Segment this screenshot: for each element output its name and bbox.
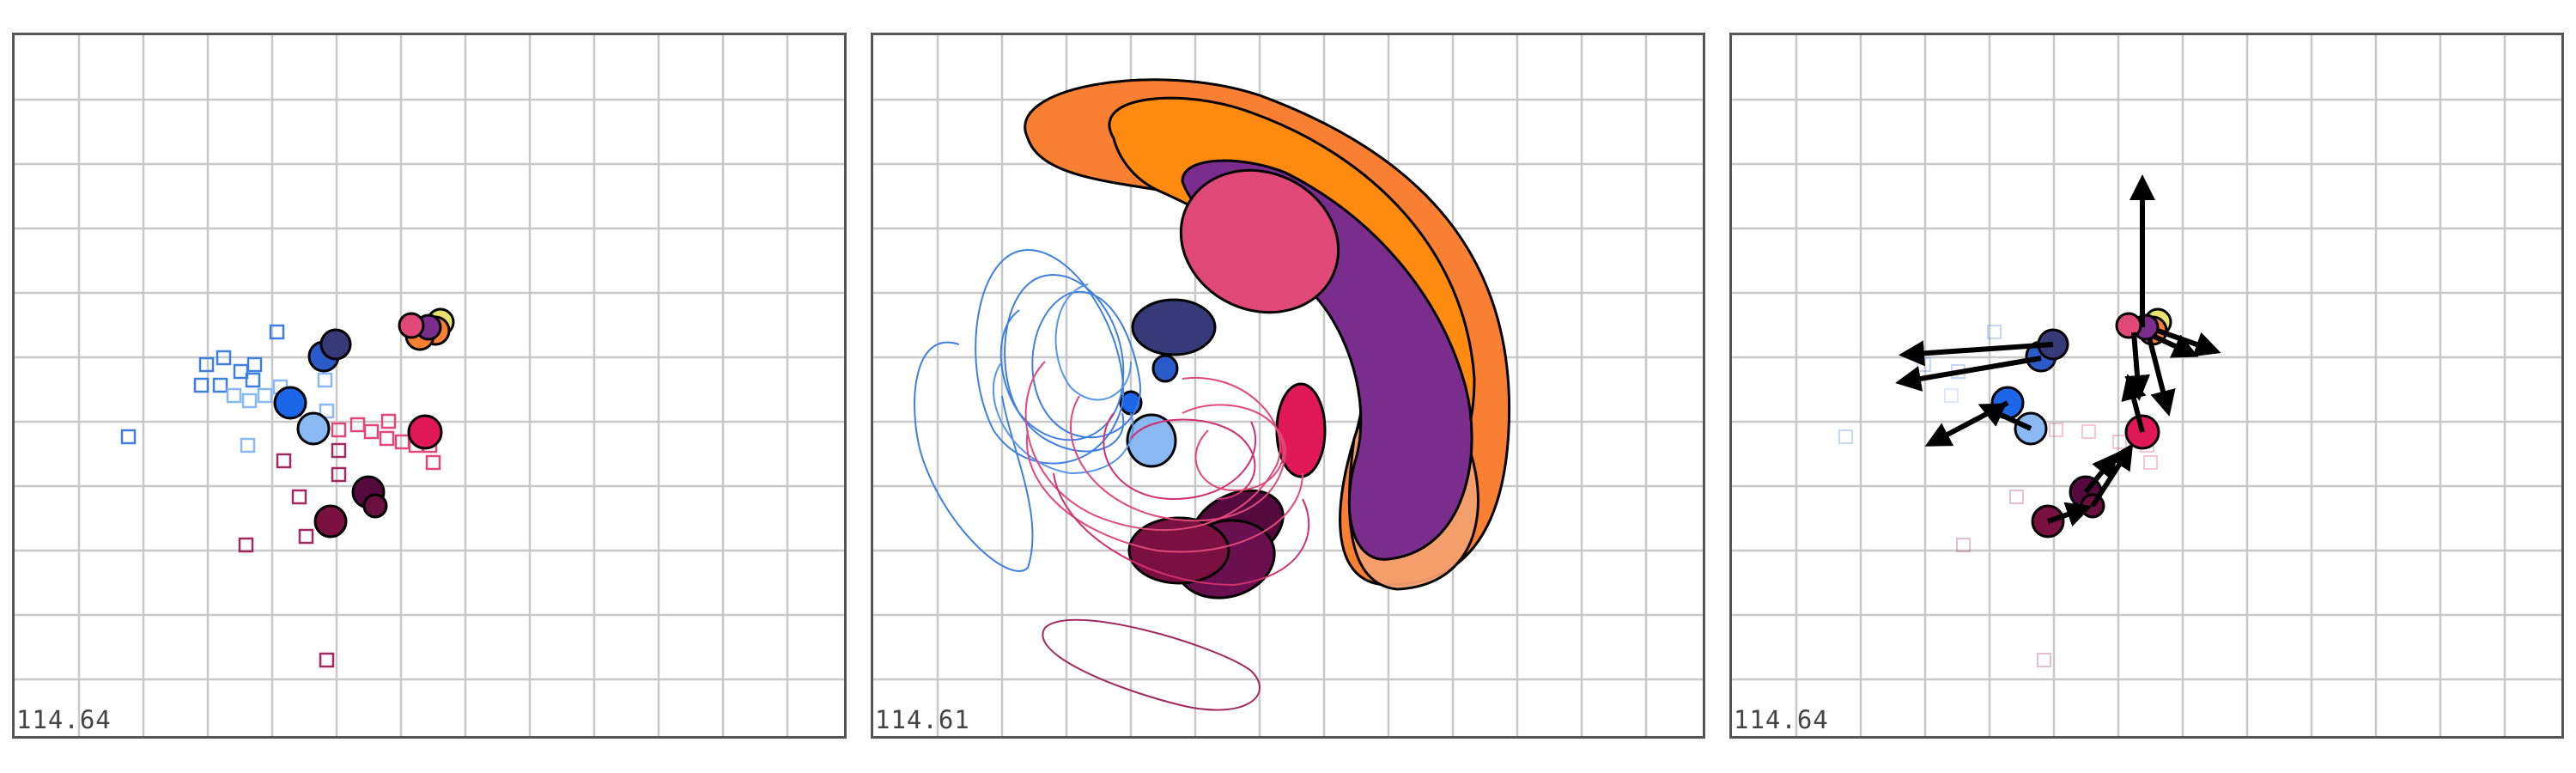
scatter-canvas [15,35,844,736]
trajectory-loop [1054,283,1132,401]
square-marker [331,422,347,438]
square-marker [379,430,395,447]
ellipse-blob [1126,413,1177,468]
square-marker [1917,357,1931,372]
readout-value: 114.61 [875,705,970,734]
square-marker [2049,423,2063,437]
square-marker [349,417,366,433]
circle-marker [362,493,388,519]
readout-value: 114.64 [1734,705,1829,734]
square-marker [425,454,441,471]
arrow [1895,356,2042,392]
ellipse-blob [1127,516,1230,585]
square-marker [380,413,397,429]
square-marker [216,350,232,366]
square-marker [276,453,292,469]
arrows [1895,174,2221,527]
square-marker [212,377,228,393]
arrow [2047,502,2093,527]
square-marker [240,437,256,453]
trajectory-loop [1031,290,1141,439]
square-markers [120,324,441,668]
trajectory-loop [1070,395,1287,522]
square-marker [269,324,285,340]
trajectory-loop [1194,429,1285,492]
square-marker [1956,538,1971,552]
arrow [1924,400,2009,447]
square-marker [2037,653,2051,667]
square-marker [226,387,242,404]
arrow [2151,333,2199,358]
blob-shapes [1024,78,1511,600]
square-marker [2143,455,2158,470]
trajectory-loop [1053,472,1310,587]
circle-marker [398,312,425,339]
circle-marker [319,328,352,361]
panel-arrow-vectors: 114.64 [1729,33,2564,739]
square-marker [319,652,335,668]
panel-blob-shapes: 114.61 [871,33,1705,739]
square-marker [198,356,215,373]
circle-markers [1990,307,2172,539]
ellipse-blob [1179,168,1340,314]
trajectory-loop [999,309,1125,453]
trajectory-loop [1004,274,1125,441]
square-marker [319,403,335,419]
square-marker [2081,424,2096,439]
grid-lines [1732,35,2561,736]
trajectory-loop [993,361,1134,475]
square-marker [331,466,347,483]
square-marker [193,377,210,393]
trajectory-loops [914,248,1310,711]
square-marker [246,356,263,373]
square-marker [331,442,347,459]
circle-marker [273,386,307,420]
arrow [2121,374,2147,433]
trajectory-loop [1042,618,1261,711]
circle-marker [2115,312,2142,339]
arrow [1899,340,2054,367]
square-marker [1838,429,1853,444]
square-marker [245,372,261,388]
ellipse-blob [1151,354,1179,383]
trajectory-loop [1024,361,1281,532]
square-marker [238,537,254,553]
square-marker [2112,435,2127,449]
square-marker [363,423,380,440]
square-marker [2009,490,2024,504]
trajectory-loop [975,248,1125,465]
square-marker [1987,325,2002,339]
ellipse-blob [1131,298,1217,356]
readout-value: 114.64 [16,705,112,734]
arrow [2147,337,2176,417]
arrow [2124,332,2151,401]
circle-marker [313,504,348,539]
square-marker [394,434,410,450]
arrow [2083,452,2118,494]
square-marker [298,528,314,545]
square-marker [317,372,333,388]
panel-scatter-markers: 114.64 [12,33,847,739]
trajectory-loop [1025,429,1303,553]
square-marker [120,429,137,445]
square-marker [257,387,273,404]
ellipse-blob [1181,159,1473,561]
square-marker [291,489,307,505]
circle-marker [296,411,331,446]
circle-marker [407,414,443,450]
arrow [1978,403,2032,431]
square-marker [1944,388,1959,403]
arrow-canvas [1732,35,2561,736]
trajectory-loop [914,341,1034,572]
blob-canvas [873,35,1703,736]
grid-lines [15,35,844,736]
circle-markers [273,307,455,539]
square-marker [241,393,258,409]
